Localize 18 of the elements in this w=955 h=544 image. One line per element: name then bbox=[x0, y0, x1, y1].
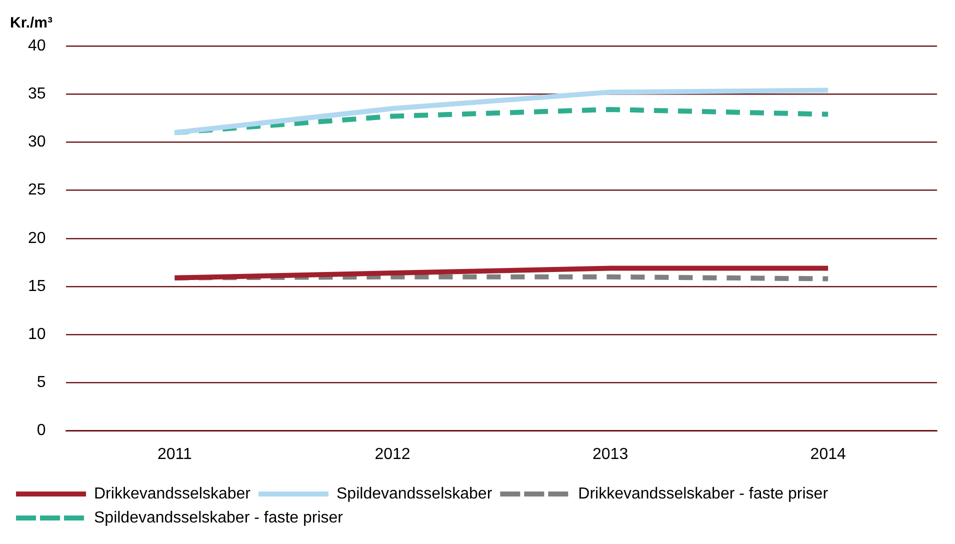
legend-label: Spildevandsselskaber bbox=[336, 485, 493, 502]
x-tick-label: 2012 bbox=[374, 446, 410, 463]
y-tick-label: 15 bbox=[28, 278, 46, 295]
y-tick-label: 0 bbox=[36, 422, 46, 440]
y-tick-label: 30 bbox=[28, 134, 46, 151]
legend-label: Drikkevandsselskaber - faste priser bbox=[578, 485, 829, 502]
legend-label: Drikkevandsselskaber bbox=[94, 485, 252, 502]
y-tick-label: 35 bbox=[28, 86, 46, 103]
y-tick-label: 20 bbox=[28, 230, 46, 247]
y-tick-label: 10 bbox=[28, 326, 46, 344]
x-tick-label: 2011 bbox=[157, 446, 192, 463]
y-tick-label: 40 bbox=[28, 37, 46, 54]
x-tick-label: 2014 bbox=[810, 446, 846, 463]
y-tick-label: 25 bbox=[28, 182, 46, 199]
legend-label: Spildevandsselskaber - faste priser bbox=[94, 509, 344, 526]
y-tick-label: 5 bbox=[36, 374, 46, 392]
y-axis-title: Kr./m³ bbox=[10, 14, 53, 32]
x-tick-label: 2013 bbox=[592, 446, 628, 463]
